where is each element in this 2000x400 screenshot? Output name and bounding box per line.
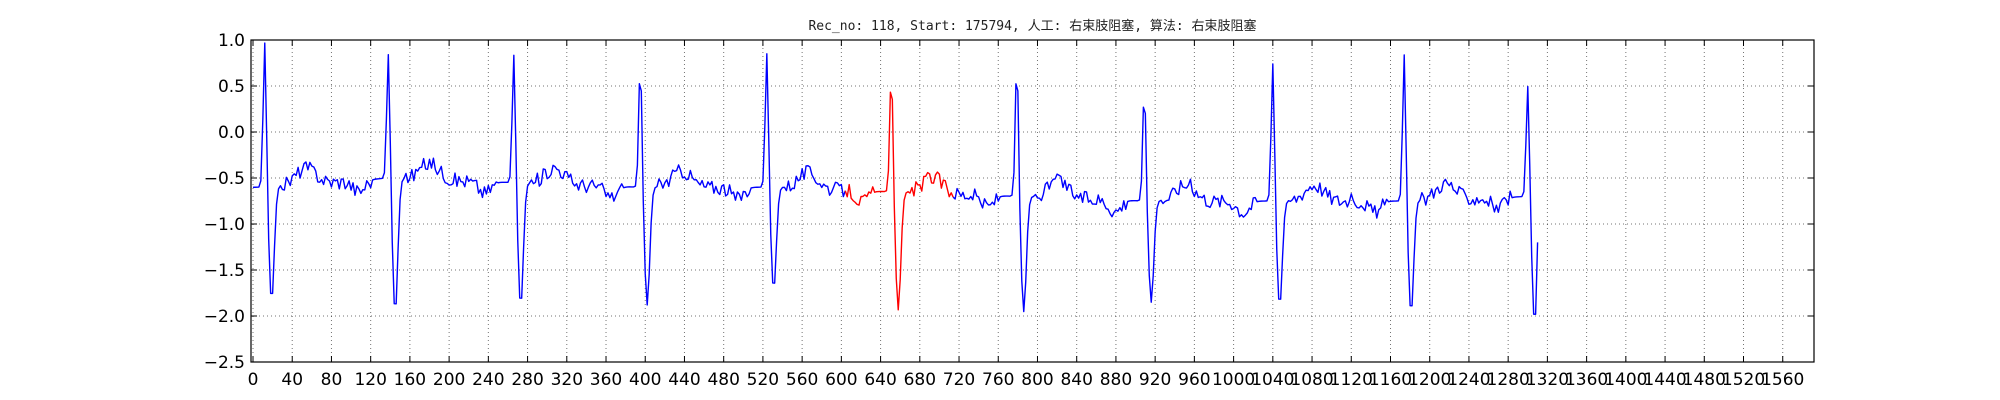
chart-title: Rec_no: 118, Start: 175794, 人工: 右束肢阻塞, 算… — [808, 18, 1256, 34]
x-tick-label: 1200 — [1408, 370, 1451, 390]
x-tick-label: 1000 — [1212, 370, 1255, 390]
axis-ticks — [251, 39, 1814, 363]
x-tick-label: 920 — [1139, 370, 1171, 390]
x-tick-label: 560 — [786, 370, 818, 390]
x-tick-label: 1400 — [1604, 370, 1647, 390]
x-tick-label: 1160 — [1369, 370, 1412, 390]
x-tick-label: 1040 — [1251, 370, 1294, 390]
y-axis-tick-labels: 1.0 0.5 0.0 −0.5 −1.0 −1.5 −2.0 −2.5 — [204, 31, 245, 373]
x-tick-label: 1360 — [1565, 370, 1608, 390]
ecg-series-blue — [252, 42, 846, 306]
x-tick-label: 0 — [248, 370, 259, 390]
x-tick-label: 840 — [1060, 370, 1092, 390]
ecg-series-blue — [952, 54, 1539, 315]
y-tick-label: −1.5 — [204, 261, 245, 281]
y-tick-label: −2.0 — [204, 307, 245, 327]
x-tick-label: 280 — [511, 370, 543, 390]
x-tick-label: 320 — [551, 370, 583, 390]
x-tick-label: 440 — [668, 370, 700, 390]
y-tick-label: −2.5 — [204, 353, 245, 373]
x-tick-label: 1440 — [1643, 370, 1686, 390]
x-tick-label: 80 — [321, 370, 343, 390]
x-tick-label: 480 — [707, 370, 739, 390]
y-tick-label: 0.0 — [218, 123, 245, 143]
x-tick-label: 760 — [982, 370, 1014, 390]
x-tick-label: 640 — [864, 370, 896, 390]
y-tick-label: −1.0 — [204, 215, 245, 235]
x-tick-label: 120 — [354, 370, 386, 390]
plot-area-frame — [250, 39, 1815, 363]
x-tick-label: 1080 — [1290, 370, 1333, 390]
grid-lines — [251, 39, 1814, 363]
x-tick-label: 1240 — [1447, 370, 1490, 390]
x-tick-label: 600 — [825, 370, 857, 390]
x-tick-label: 720 — [943, 370, 975, 390]
y-tick-label: 0.5 — [218, 77, 245, 97]
y-tick-label: 1.0 — [218, 31, 245, 51]
x-tick-label: 240 — [472, 370, 504, 390]
x-tick-label: 880 — [1100, 370, 1132, 390]
x-axis-tick-labels: 0 40 80 120 160 200 240 280 320 360 400 440 480 520 56… — [248, 370, 1805, 390]
x-tick-label: 1520 — [1722, 370, 1765, 390]
x-tick-label: 1480 — [1683, 370, 1726, 390]
x-tick-label: 200 — [433, 370, 465, 390]
x-tick-label: 160 — [394, 370, 426, 390]
x-tick-label: 1120 — [1330, 370, 1373, 390]
x-tick-label: 400 — [629, 370, 661, 390]
x-tick-label: 1320 — [1526, 370, 1569, 390]
x-tick-label: 800 — [1021, 370, 1053, 390]
x-tick-label: 1280 — [1487, 370, 1530, 390]
y-tick-label: −0.5 — [204, 169, 245, 189]
x-tick-label: 1560 — [1761, 370, 1804, 390]
ecg-waveform — [252, 42, 1539, 315]
x-tick-label: 960 — [1178, 370, 1210, 390]
x-tick-label: 40 — [281, 370, 303, 390]
x-tick-label: 360 — [590, 370, 622, 390]
ecg-series-red — [844, 91, 954, 311]
x-tick-label: 520 — [747, 370, 779, 390]
x-tick-label: 680 — [904, 370, 936, 390]
